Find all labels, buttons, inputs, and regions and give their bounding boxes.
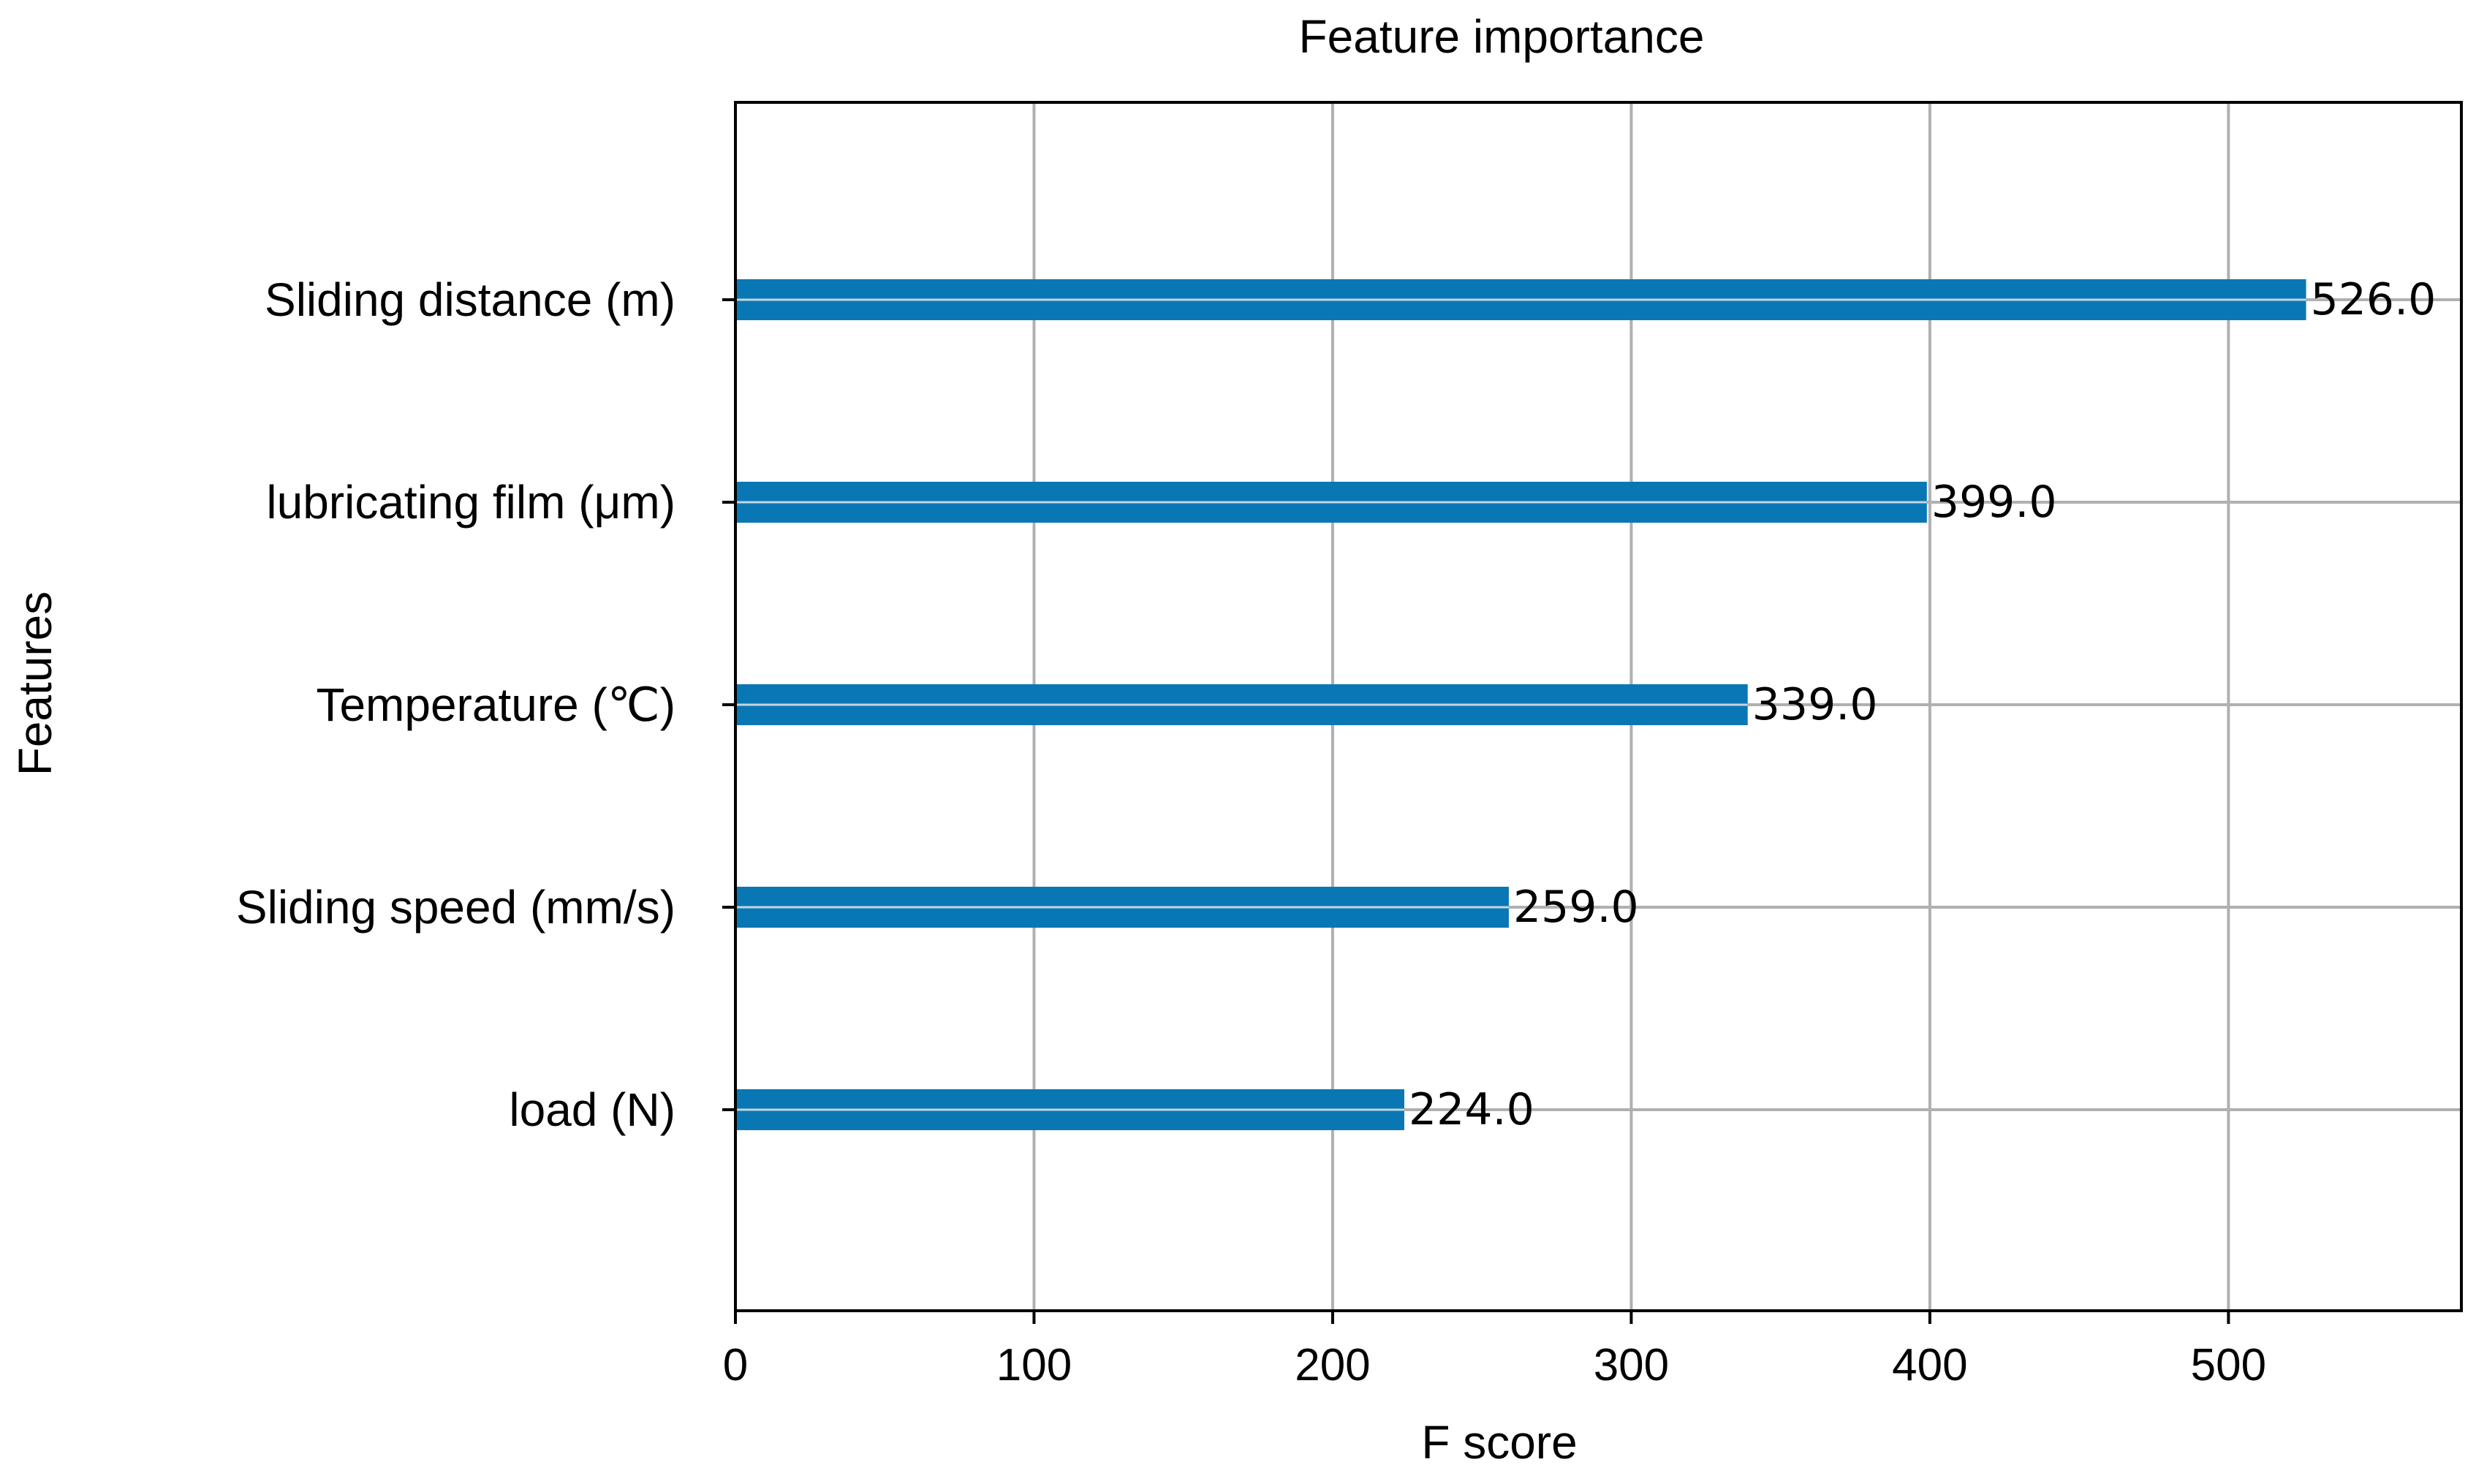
axes: 0 100 200 300 400 500 (722, 101, 2463, 1390)
data-label: 526.0 (2311, 274, 2437, 325)
x-tick-label: 400 (1892, 1340, 1967, 1390)
chart-title: Feature importance (1299, 10, 1705, 63)
x-tick-label: 500 (2191, 1340, 2266, 1390)
x-axis-title: F score (1421, 1416, 1577, 1469)
x-tick-label: 0 (723, 1340, 748, 1390)
x-tick-label: 200 (1295, 1340, 1370, 1390)
y-tick-label: Sliding distance (m) (265, 273, 675, 326)
x-tick-label: 300 (1594, 1340, 1669, 1390)
y-tick-label: Temperature (℃) (316, 678, 675, 731)
data-label: 224.0 (1409, 1084, 1534, 1135)
y-tick-label: lubricating film (μm) (266, 476, 675, 529)
y-tick-label: Sliding speed (mm/s) (236, 881, 675, 934)
y-tick-label: load (N) (509, 1083, 675, 1136)
data-label: 339.0 (1752, 679, 1878, 730)
bars (735, 279, 2306, 1130)
data-label: 259.0 (1513, 882, 1639, 933)
plot-frame (734, 101, 2463, 1312)
data-label: 399.0 (1931, 477, 2057, 528)
y-axis-title: Features (9, 591, 61, 776)
data-labels: 526.0 Sliding distance (m) 399.0 lubricatin… (236, 273, 2436, 1136)
x-tick-label: 100 (996, 1340, 1072, 1390)
